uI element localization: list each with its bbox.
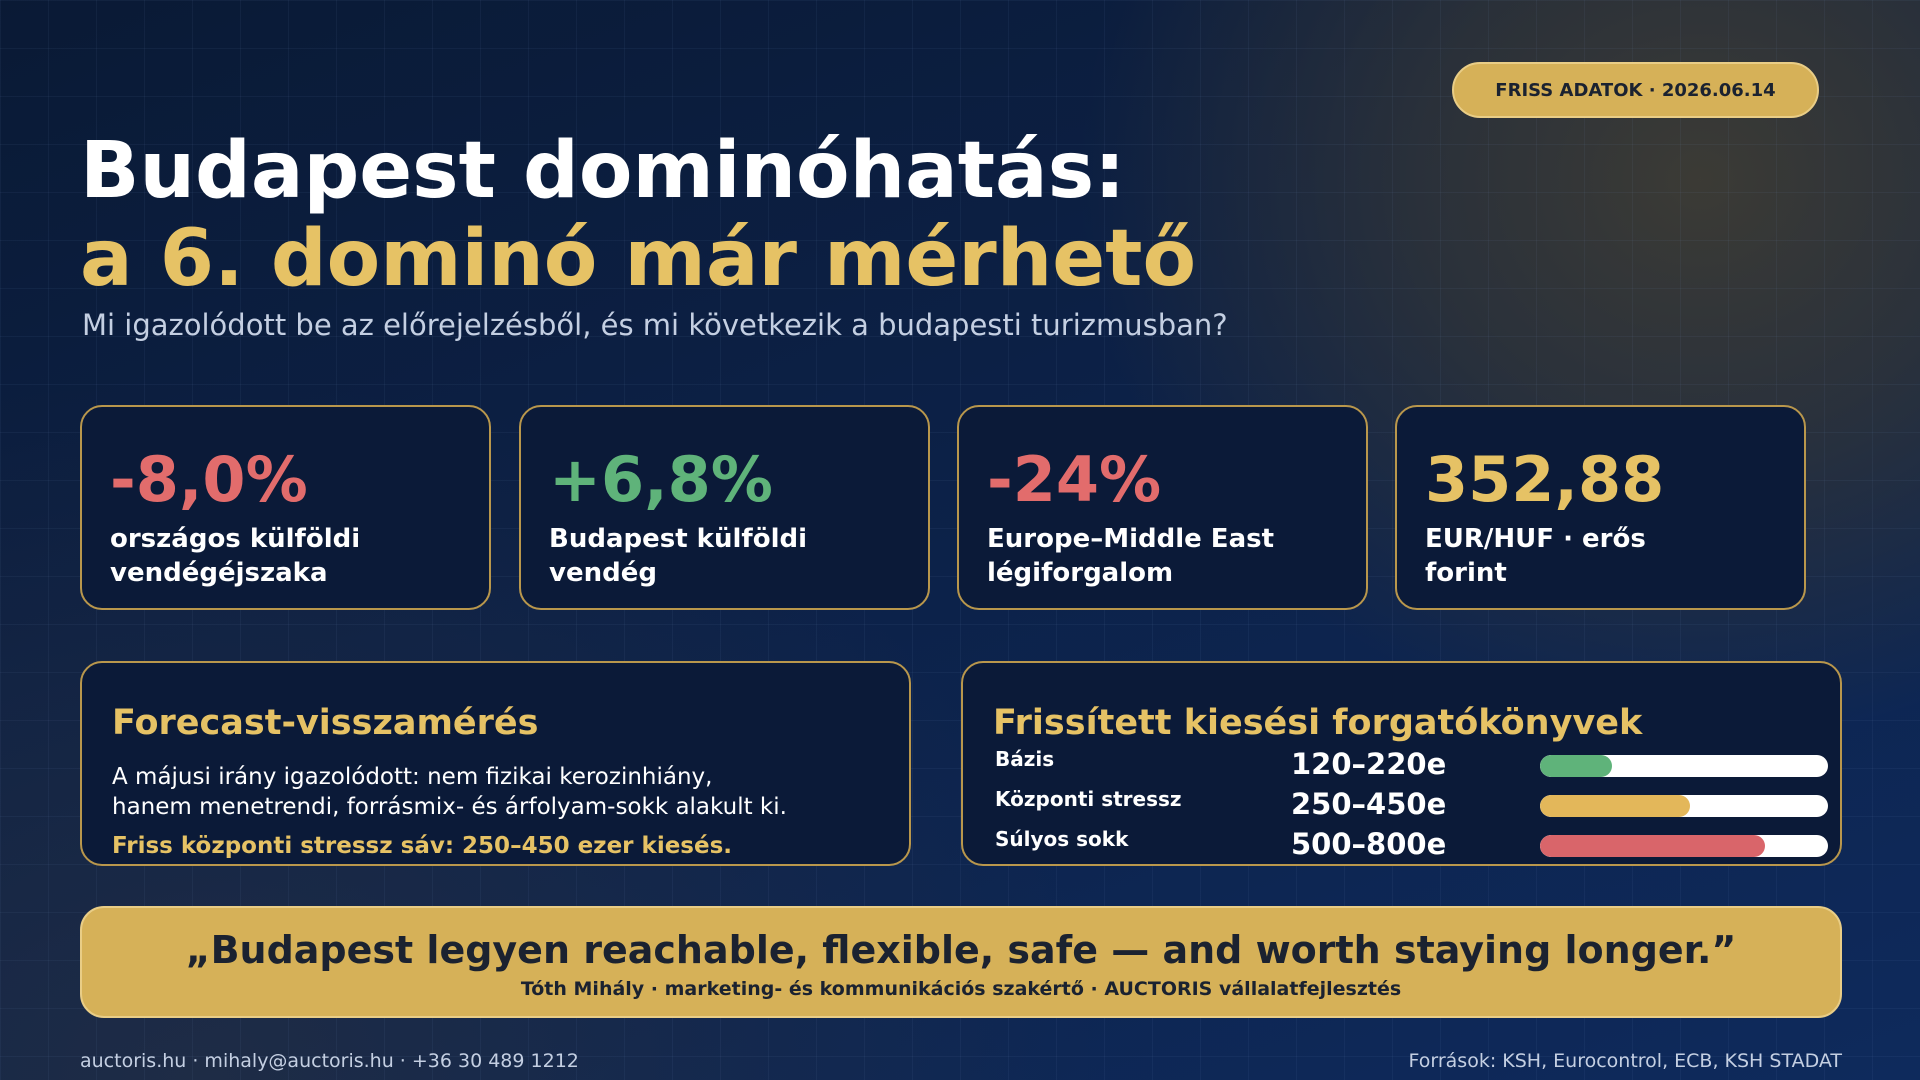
stat-value: 352,88: [1425, 443, 1665, 516]
stat-value: +6,8%: [549, 443, 773, 516]
quote-box: „Budapest legyen reachable, flexible, sa…: [80, 906, 1842, 1018]
scenario-bar-fill: [1540, 755, 1612, 777]
scenario-bar-fill: [1540, 835, 1765, 857]
scenario-bar-track: [1540, 755, 1828, 777]
footer-contact: auctoris.hu · mihaly@auctoris.hu · +36 3…: [80, 1050, 579, 1072]
scenario-bar-fill: [1540, 795, 1690, 817]
stat-value: -8,0%: [110, 443, 308, 516]
stat-label: Europe–Middle East légiforgalom: [987, 524, 1275, 588]
scenarios-panel: Frissített kiesési forgatókönyvek Bázis …: [961, 661, 1842, 866]
page-title: Budapest dominóhatás:: [80, 126, 1126, 216]
stat-card-budapest-guests: +6,8% Budapest külföldi vendég: [519, 405, 930, 610]
forecast-panel: Forecast-visszamérés A májusi irány igaz…: [80, 661, 911, 866]
scenario-name: Bázis: [995, 747, 1055, 771]
forecast-body-line2: hanem menetrendi, forrásmix- és árfolyam…: [112, 794, 787, 820]
scenario-name: Központi stressz: [995, 787, 1182, 811]
page-title-highlight: a 6. dominó már mérhető: [80, 214, 1197, 304]
scenario-bar-track: [1540, 835, 1828, 857]
page-subtitle: Mi igazolódott be az előrejelzésből, és …: [82, 308, 1228, 342]
forecast-highlight: Friss központi stressz sáv: 250–450 ezer…: [112, 833, 733, 859]
scenario-name: Súlyos sokk: [995, 827, 1129, 851]
stat-card-air-traffic: -24% Europe–Middle East légiforgalom: [957, 405, 1368, 610]
forecast-body-line1: A májusi irány igazolódott: nem fizikai …: [112, 764, 713, 790]
stat-label: Budapest külföldi vendég: [549, 524, 808, 588]
stat-card-eur-huf: 352,88 EUR/HUF · erős forint: [1395, 405, 1806, 610]
date-badge: FRISS ADATOK · 2026.06.14: [1452, 62, 1819, 118]
stat-label: EUR/HUF · erős forint: [1425, 524, 1646, 588]
stat-value: -24%: [987, 443, 1162, 516]
scenario-row-base: Bázis 120–220e: [995, 747, 1855, 781]
scenario-row-central-stress: Központi stressz 250–450e: [995, 787, 1855, 821]
quote-text: „Budapest legyen reachable, flexible, sa…: [185, 928, 1737, 972]
quote-author: Tóth Mihály · marketing- és kommunikáció…: [520, 978, 1402, 1000]
scenario-row-severe-shock: Súlyos sokk 500–800e: [995, 827, 1855, 861]
stat-label: országos külföldi vendégéjszaka: [110, 524, 361, 588]
scenario-range: 250–450e: [1291, 787, 1447, 821]
forecast-title: Forecast-visszamérés: [112, 703, 539, 743]
scenario-range: 500–800e: [1291, 827, 1447, 861]
scenarios-title: Frissített kiesési forgatókönyvek: [993, 703, 1643, 743]
stat-card-national-nights: -8,0% országos külföldi vendégéjszaka: [80, 405, 491, 610]
footer-sources: Források: KSH, Eurocontrol, ECB, KSH STA…: [1408, 1050, 1842, 1072]
scenario-range: 120–220e: [1291, 747, 1447, 781]
scenario-bar-track: [1540, 795, 1828, 817]
